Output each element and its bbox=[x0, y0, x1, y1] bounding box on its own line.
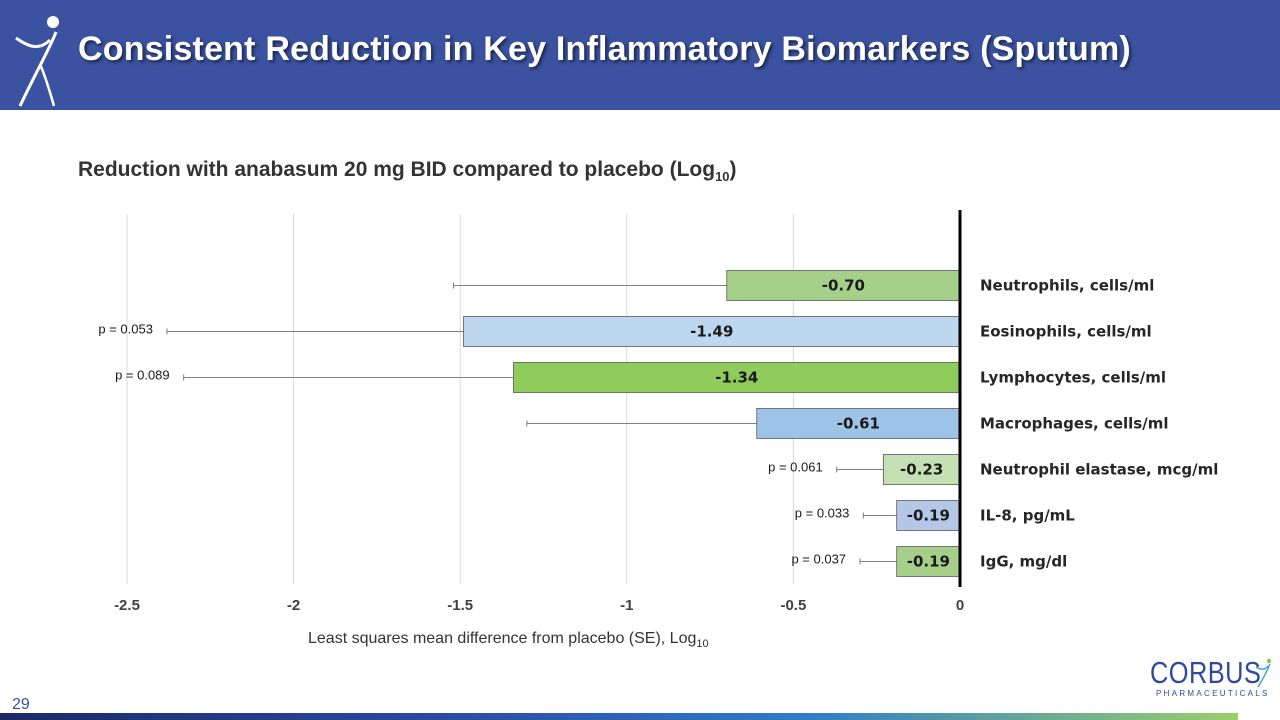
data-label: -0.19 bbox=[907, 507, 950, 525]
data-label: -0.70 bbox=[822, 277, 865, 295]
category-label: Macrophages, cells/ml bbox=[980, 415, 1168, 433]
bar bbox=[463, 316, 961, 347]
x-axis-label-text: Least squares mean difference from place… bbox=[308, 630, 697, 647]
data-label: -0.61 bbox=[837, 415, 880, 433]
logo-figure-icon bbox=[1255, 658, 1272, 687]
corbus-figure-icon bbox=[15, 16, 59, 107]
category-label: Neutrophil elastase, mcg/ml bbox=[980, 461, 1218, 479]
footer-gradient-bar bbox=[0, 713, 1238, 720]
data-label: -0.19 bbox=[907, 553, 950, 571]
x-tick-label: 0 bbox=[956, 597, 964, 614]
x-axis-label: Least squares mean difference from place… bbox=[308, 630, 709, 650]
p-value-label: p = 0.053 bbox=[98, 322, 153, 337]
data-label: -1.34 bbox=[715, 369, 758, 387]
x-tick-label: -2.5 bbox=[114, 597, 140, 614]
bar-chart: -2.5 -2 -1.5 -1 -0.5 0 -0.70 Neutrophils, cells… bbox=[98, 210, 1218, 614]
bar bbox=[726, 270, 961, 301]
page-title: Consistent Reduction in Key Inflammatory… bbox=[78, 30, 1131, 68]
bar bbox=[896, 500, 961, 531]
logo-name: CORBUS bbox=[1150, 655, 1262, 690]
category-label: IgG, mg/dl bbox=[980, 553, 1067, 571]
x-tick-label: -1.5 bbox=[447, 597, 473, 614]
bar bbox=[882, 454, 961, 485]
chart-subtitle: Reduction with anabasum 20 mg BID compar… bbox=[78, 158, 737, 184]
corbus-logo: CORBUS PHARMACEUTICALS bbox=[1150, 655, 1275, 705]
x-tick-label: -2 bbox=[287, 597, 300, 614]
category-label: Lymphocytes, cells/ml bbox=[980, 369, 1166, 387]
subtitle-text: Reduction with anabasum 20 mg BID compar… bbox=[78, 158, 716, 181]
subtitle-end: ) bbox=[729, 158, 737, 181]
p-value-label: p = 0.037 bbox=[791, 552, 846, 567]
x-axis-label-subscript: 10 bbox=[696, 638, 709, 651]
logo-subtitle: PHARMACEUTICALS bbox=[1156, 689, 1270, 698]
data-label: -1.49 bbox=[690, 323, 733, 341]
subtitle-subscript: 10 bbox=[715, 169, 730, 185]
x-tick-label: -0.5 bbox=[780, 597, 806, 614]
p-value-label: p = 0.089 bbox=[115, 368, 170, 383]
p-value-label: p = 0.033 bbox=[795, 506, 850, 521]
category-label: Eosinophils, cells/ml bbox=[980, 323, 1152, 341]
x-tick-label: -1 bbox=[620, 597, 633, 614]
page-number: 29 bbox=[12, 696, 30, 713]
slide-header: Consistent Reduction in Key Inflammatory… bbox=[0, 0, 1280, 110]
data-label: -0.23 bbox=[900, 461, 943, 479]
bar bbox=[756, 408, 961, 439]
p-value-label: p = 0.061 bbox=[768, 460, 823, 475]
category-label: IL-8, pg/mL bbox=[980, 507, 1075, 525]
category-label: Neutrophils, cells/ml bbox=[980, 277, 1154, 295]
bar bbox=[896, 546, 961, 577]
